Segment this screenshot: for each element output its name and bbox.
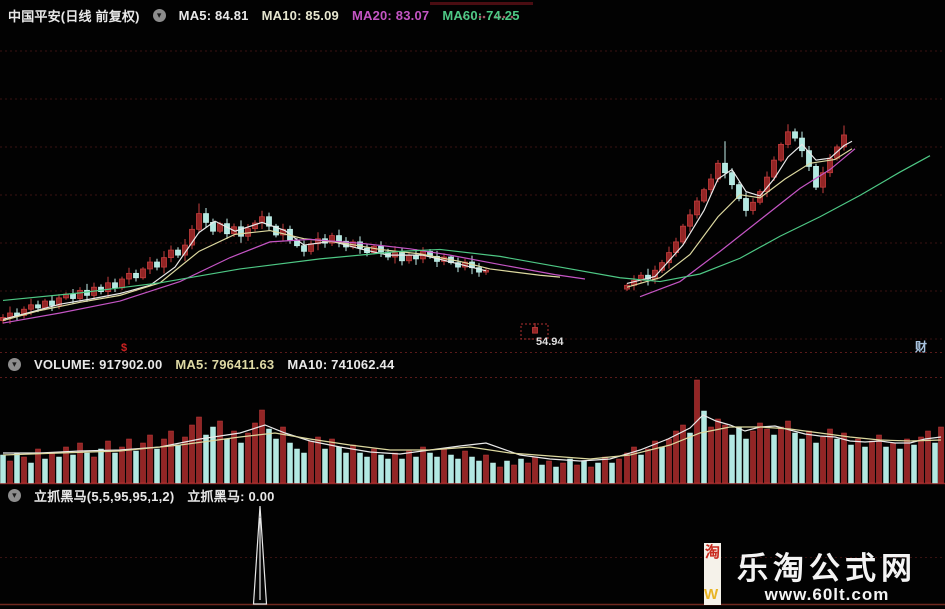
indicator-value: 立抓黑马: 0.00 xyxy=(187,489,275,504)
collapse-main-pane-icon[interactable]: ▾ xyxy=(152,9,166,22)
stock-title: 中国平安(日线 前复权) xyxy=(8,9,140,24)
collapse-volume-pane-icon[interactable]: ▾ xyxy=(8,358,21,371)
money-marker-icon: $ xyxy=(121,342,128,354)
volume-ma5-value: MA5: 796411.63 xyxy=(175,357,275,372)
indicator-formula: 立抓黑马(5,5,95,95,1,2) xyxy=(34,489,175,504)
ma10-value: MA10: 85.09 xyxy=(261,8,339,23)
watermark: 淘 W 乐淘公式网 www.60lt.com xyxy=(704,543,917,605)
watermark-site-name: 乐淘公式网 xyxy=(737,551,917,586)
watermark-site-url: www.60lt.com xyxy=(764,585,890,604)
ma20-value: MA20: 83.07 xyxy=(351,8,430,23)
volume-header: ▾ VOLUME: 917902.00 MA5: 796411.63 MA10:… xyxy=(8,357,394,372)
ma5-value: MA5: 84.81 xyxy=(178,8,249,23)
collapse-indicator-pane-icon[interactable]: ▾ xyxy=(8,489,21,502)
volume-value: VOLUME: 917902.00 xyxy=(34,357,163,372)
cai-marker-icon: 财 xyxy=(915,340,928,354)
lowest-price-label: 54.94 xyxy=(536,336,564,348)
volume-ma10-value: MA10: 741062.44 xyxy=(287,357,395,372)
ma60-value: MA60: 74.25 xyxy=(442,8,520,23)
main-chart-header: 中国平安(日线 前复权) ▾ MA5: 84.81 MA10: 85.09 MA… xyxy=(8,6,520,25)
watermark-logo-icon: 淘 W xyxy=(704,543,721,605)
indicator-header: ▾ 立抓黑马(5,5,95,95,1,2) 立抓黑马: 0.00 xyxy=(8,486,275,505)
